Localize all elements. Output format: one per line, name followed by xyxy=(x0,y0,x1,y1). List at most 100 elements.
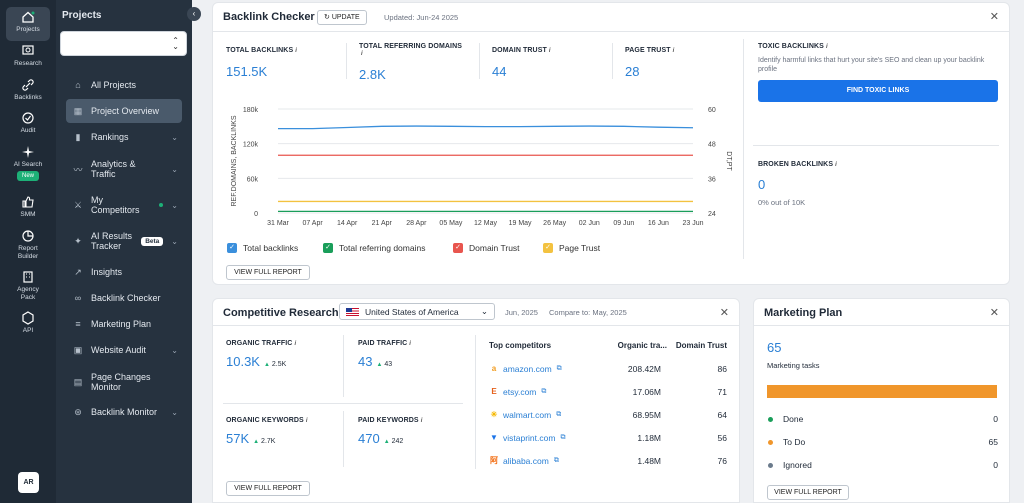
external-link-icon[interactable]: ⧉ xyxy=(560,434,566,441)
external-link-icon[interactable]: ⧉ xyxy=(556,365,562,372)
sparkle-icon xyxy=(22,146,34,158)
projects-panel: Projects ⌃ ⌄ ⌂ All Projects ▦ Project Overv… xyxy=(56,0,192,503)
broken-sub: 0% out of 10K xyxy=(758,198,806,207)
nav-label: AI Results Tracker xyxy=(91,231,133,251)
close-icon[interactable]: ✕ xyxy=(989,11,999,23)
nav-project-overview[interactable]: ▦ Project Overview xyxy=(66,99,182,123)
rail-item-api[interactable]: API xyxy=(0,311,56,335)
competitor-row: ✳ walmart.com ⧉ 68.95M 64 xyxy=(489,407,727,423)
nav-my-competitors[interactable]: ⚔ My Competitors ⌄ xyxy=(66,192,182,218)
view-full-report-button[interactable]: VIEW FULL REPORT xyxy=(226,481,310,496)
organic-traffic-cell: 1.18M xyxy=(637,433,661,443)
legend-total-backlinks[interactable]: ✓ Total backlinks xyxy=(227,243,298,253)
collapse-panel-button[interactable]: ‹ xyxy=(187,7,201,21)
competitor-link[interactable]: alibaba.com xyxy=(503,456,549,466)
nav-rankings[interactable]: ▮ Rankings ⌄ xyxy=(66,125,182,149)
legend-label: Page Trust xyxy=(559,243,601,253)
legend-domain-trust[interactable]: ✓ Domain Trust xyxy=(453,243,520,253)
update-button[interactable]: ↻ UPDATE xyxy=(317,10,367,25)
nav-backlink-monitor[interactable]: ⊛ Backlink Monitor ⌄ xyxy=(66,400,182,424)
legend-page-trust[interactable]: ✓ Page Trust xyxy=(543,243,600,253)
rail-item-ai-search[interactable]: AI Search New xyxy=(0,145,56,181)
organic-traffic-cell: 68.95M xyxy=(632,410,661,420)
nav-all-projects[interactable]: ⌂ All Projects xyxy=(66,73,182,97)
grid-icon: ▦ xyxy=(73,105,83,116)
divider xyxy=(213,31,1009,32)
rail-item-audit[interactable]: Audit xyxy=(0,111,56,135)
chevron-down-icon: ⌄ xyxy=(171,164,178,174)
nav-ai-results-tracker[interactable]: ✦ AI Results Tracker Beta ⌄ xyxy=(66,228,182,254)
legend-label: Domain Trust xyxy=(469,243,520,253)
link-icon: ⊛ xyxy=(74,406,82,417)
country-select[interactable]: United States of America ⌄ xyxy=(339,303,495,320)
panel-title: Projects xyxy=(62,10,102,21)
us-flag-icon xyxy=(346,307,359,316)
y2-tick-label: 48 xyxy=(708,142,716,149)
nav-label: My Competitors xyxy=(91,195,140,215)
divider xyxy=(475,335,476,469)
rail-item-smm[interactable]: SMM xyxy=(0,195,56,219)
research-icon xyxy=(22,45,34,55)
nav-insights[interactable]: ↗ Insights xyxy=(66,260,182,284)
legend-total-referring-domains[interactable]: ✓ Total referring domains xyxy=(323,243,425,253)
view-full-report-button[interactable]: VIEW FULL REPORT xyxy=(767,485,849,500)
x-tick-label: 16 Jun xyxy=(648,220,669,227)
paid-keywords: 470 ▲ 242 xyxy=(358,431,404,446)
external-link-icon[interactable]: ⧉ xyxy=(556,411,562,418)
nav-page-changes-monitor[interactable]: ▤ Page Changes Monitor xyxy=(66,369,182,395)
organic-traffic-cell: 208.42M xyxy=(627,364,661,374)
chevron-down-icon: ⌄ xyxy=(171,236,178,246)
project-selector[interactable]: ⌃ ⌄ xyxy=(60,31,187,56)
close-icon[interactable]: ✕ xyxy=(989,307,999,319)
divider xyxy=(213,325,739,326)
external-link-icon[interactable]: ⧉ xyxy=(553,457,559,464)
rail-label: Agency Pack xyxy=(17,286,39,301)
nav-backlink-checker[interactable]: ∞ Backlink Checker xyxy=(66,286,182,310)
legend-label: Total backlinks xyxy=(243,243,299,253)
rail-item-agency-pack[interactable]: Agency Pack xyxy=(0,270,56,302)
organic-keywords: 57K ▲ 2.7K xyxy=(226,431,276,446)
x-tick-label: 23 Jun xyxy=(682,220,703,227)
rail-item-backlinks[interactable]: Backlinks xyxy=(0,78,56,102)
rail-label: Research xyxy=(14,60,42,67)
competitor-link[interactable]: etsy.com xyxy=(503,387,537,397)
x-tick-label: 28 Apr xyxy=(406,220,427,227)
column-header: Organic tra... xyxy=(617,340,667,350)
rail-item-research[interactable]: Research xyxy=(0,44,56,68)
broken-backlinks-value: 0 xyxy=(758,177,766,192)
competitor-link[interactable]: vistaprint.com xyxy=(503,433,556,443)
series-line-total-backlinks xyxy=(278,125,694,130)
y2-axis-label: DT,PT xyxy=(725,151,732,171)
x-tick-label: 14 Apr xyxy=(337,220,358,227)
chevron-down-icon: ⌄ xyxy=(480,306,488,316)
checkbox-icon: ✓ xyxy=(323,243,333,253)
competitor-link[interactable]: amazon.com xyxy=(503,364,552,374)
competitor-row: ▼ vistaprint.com ⧉ 1.18M 56 xyxy=(489,430,727,446)
close-icon[interactable]: ✕ xyxy=(719,307,729,319)
divider xyxy=(743,39,744,259)
favicon-icon: E xyxy=(491,387,497,396)
nav-analytics-traffic[interactable]: 〰 Analytics & Traffic ⌄ xyxy=(66,156,182,182)
competitor-link[interactable]: walmart.com xyxy=(503,410,552,420)
external-link-icon[interactable]: ⧉ xyxy=(541,388,547,395)
nav-label: All Projects xyxy=(91,80,137,90)
rail-item-projects[interactable]: Projects xyxy=(0,7,56,41)
backlink-checker-card: Backlink Checker ↻ UPDATE Updated: Jun-2… xyxy=(212,2,1010,285)
avatar[interactable]: AR xyxy=(18,472,39,493)
nav-marketing-plan[interactable]: ≡ Marketing Plan xyxy=(66,312,182,336)
building-icon xyxy=(23,271,33,283)
view-full-report-button[interactable]: VIEW FULL REPORT xyxy=(226,265,310,280)
organic-traffic-cell: 1.48M xyxy=(637,456,661,466)
nav-label: Analytics & Traffic xyxy=(91,159,136,179)
nav-website-audit[interactable]: ▣ Website Audit ⌄ xyxy=(66,338,182,362)
nav-label: Backlink Checker xyxy=(91,293,161,303)
domain-trust-cell: 86 xyxy=(717,364,727,374)
chevron-down-icon: ⌄ xyxy=(171,132,178,142)
favicon-icon: ▼ xyxy=(490,433,498,442)
domain-trust-value: 44 xyxy=(492,64,507,79)
y2-tick-label: 24 xyxy=(708,211,716,218)
find-toxic-links-button[interactable]: FIND TOXIC LINKS xyxy=(758,80,998,102)
rail-item-report-builder[interactable]: Report Builder xyxy=(0,229,56,261)
rail-label: SMM xyxy=(20,211,36,218)
